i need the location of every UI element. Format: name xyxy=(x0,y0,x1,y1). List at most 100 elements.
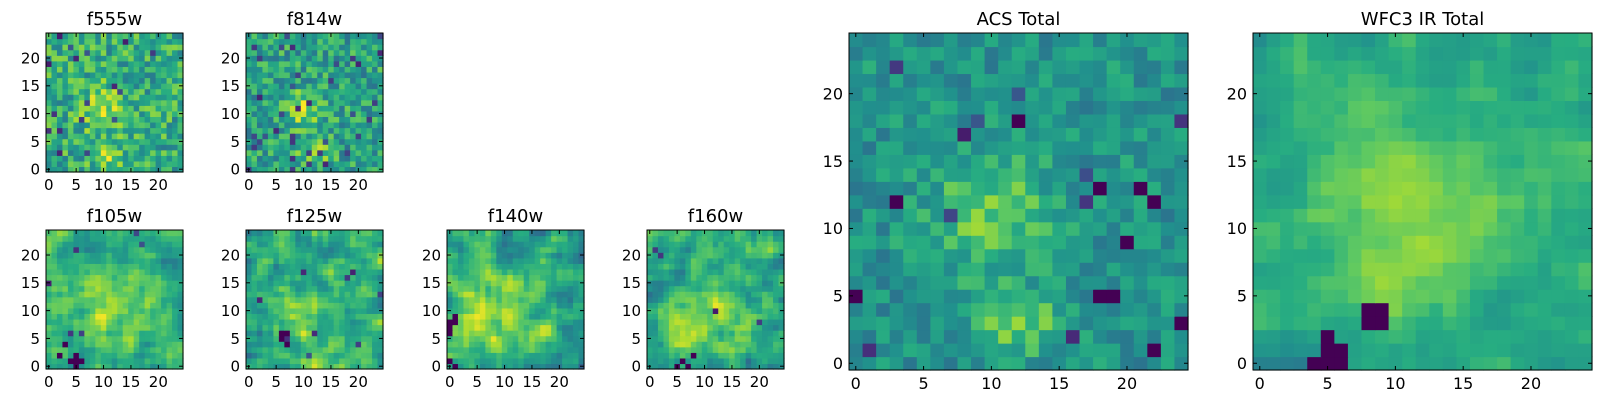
heatmap-cell xyxy=(701,330,708,337)
heatmap-cell xyxy=(328,346,335,353)
heatmap-cell xyxy=(161,60,168,67)
heatmap-cell xyxy=(84,307,91,314)
heatmap-cell xyxy=(251,71,258,79)
heatmap-cell xyxy=(166,241,173,248)
heatmap-cell xyxy=(111,313,118,320)
heatmap-cell xyxy=(767,230,774,237)
heatmap-cell xyxy=(46,149,53,156)
heatmap-cell xyxy=(551,257,558,264)
heatmap-cell xyxy=(545,252,552,259)
heatmap-cell xyxy=(778,274,785,281)
heatmap-cell xyxy=(289,144,296,151)
heatmap-cell xyxy=(322,49,329,56)
heatmap-cell xyxy=(690,363,697,370)
heatmap-cell xyxy=(1133,316,1148,331)
heatmap-cell xyxy=(361,127,368,134)
heatmap-cell xyxy=(903,167,918,182)
heatmap-cell xyxy=(1524,343,1539,358)
heatmap-cell xyxy=(998,221,1013,236)
heatmap-cell xyxy=(540,246,547,253)
heatmap-cell xyxy=(350,330,357,337)
heatmap-cell xyxy=(778,346,785,353)
heatmap-cell xyxy=(718,357,725,365)
heatmap-cell xyxy=(534,335,541,342)
heatmap-cell xyxy=(729,263,736,270)
heatmap-cell xyxy=(67,60,74,67)
heatmap-cell xyxy=(916,235,931,250)
heatmap-cell xyxy=(562,363,569,370)
heatmap-cell xyxy=(344,302,351,309)
heatmap-cell xyxy=(372,296,379,303)
heatmap-cell xyxy=(51,144,58,151)
heatmap-cell xyxy=(1293,343,1308,358)
heatmap-cell xyxy=(322,144,329,151)
heatmap-cell xyxy=(46,352,53,359)
heatmap-cell xyxy=(529,235,536,242)
heatmap-cell xyxy=(161,330,168,337)
heatmap-cell xyxy=(1079,154,1094,169)
heatmap-cell xyxy=(523,230,530,237)
heatmap-cell xyxy=(89,313,96,320)
heatmap-cell xyxy=(690,341,697,348)
heatmap-cell xyxy=(551,241,558,248)
heatmap-cell xyxy=(862,221,877,236)
heatmap-cell xyxy=(696,341,703,348)
heatmap-cell xyxy=(468,330,475,337)
heatmap-cell xyxy=(122,252,129,259)
heatmap-cell xyxy=(106,318,113,326)
y-tick-label: 0 xyxy=(230,161,240,179)
heatmap-cell xyxy=(1347,181,1363,196)
heatmap-cell xyxy=(773,330,780,337)
heatmap-cell xyxy=(1011,194,1026,209)
heatmap-cell xyxy=(372,99,379,106)
y-tick-label: 10 xyxy=(221,302,240,320)
heatmap-cell xyxy=(161,94,168,101)
heatmap-cell xyxy=(256,38,264,45)
heatmap-cell xyxy=(339,363,346,370)
heatmap-cell xyxy=(1106,248,1121,263)
heatmap-cell xyxy=(144,83,151,90)
heatmap-cell xyxy=(328,133,335,140)
heatmap-cell xyxy=(95,155,102,162)
heatmap-cell xyxy=(1469,262,1485,277)
heatmap-cell xyxy=(485,296,492,303)
heatmap-cell xyxy=(46,49,53,56)
heatmap-cell xyxy=(734,335,741,342)
heatmap-cell xyxy=(350,138,357,145)
heatmap-cell xyxy=(322,235,329,242)
heatmap-cell xyxy=(100,60,107,67)
heatmap-cell xyxy=(73,66,80,73)
heatmap-cell xyxy=(718,280,725,287)
heatmap-cell xyxy=(556,302,563,309)
heatmap-cell xyxy=(734,346,741,353)
heatmap-cell xyxy=(350,246,357,253)
heatmap-cell xyxy=(562,230,569,237)
heatmap-cell xyxy=(930,302,945,317)
heatmap-cell xyxy=(971,275,986,290)
heatmap-cell xyxy=(262,280,269,287)
heatmap-cell xyxy=(111,335,118,342)
heatmap-cell xyxy=(139,160,146,168)
heatmap-cell xyxy=(295,38,302,45)
heatmap-cell xyxy=(256,313,264,320)
heatmap-cell xyxy=(1320,329,1335,344)
heatmap-cell xyxy=(273,138,280,145)
heatmap-cell xyxy=(501,296,508,303)
heatmap-cell xyxy=(46,155,53,162)
heatmap-cell xyxy=(1093,33,1108,48)
heatmap-cell xyxy=(1106,262,1121,277)
heatmap-cell xyxy=(62,116,69,123)
heatmap-cell xyxy=(355,318,362,326)
heatmap-cell xyxy=(372,341,379,348)
heatmap-cell xyxy=(501,246,508,253)
heatmap-cell xyxy=(707,313,714,320)
heatmap-cell xyxy=(67,66,74,73)
heatmap-cell xyxy=(773,302,780,309)
heatmap-cell xyxy=(1280,262,1295,277)
heatmap-cell xyxy=(144,105,151,112)
heatmap-cell xyxy=(62,296,69,303)
heatmap-cell xyxy=(767,235,774,242)
heatmap-cell xyxy=(1564,289,1580,304)
heatmap-cell xyxy=(284,71,291,79)
heatmap-cell xyxy=(56,66,64,73)
